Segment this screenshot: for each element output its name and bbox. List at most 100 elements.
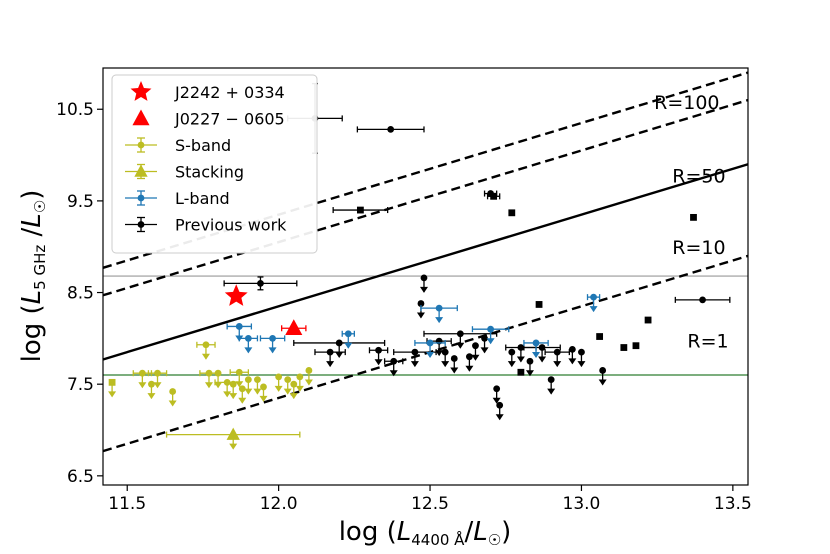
- upper-limit-arrowhead: [598, 379, 607, 386]
- data-point: [523, 344, 561, 363]
- point-marker: [493, 385, 501, 393]
- data-point: [620, 344, 628, 351]
- data-points: [108, 82, 731, 450]
- data-point: [147, 380, 156, 400]
- upper-limit-arrowhead: [244, 388, 253, 395]
- upper-limit-arrowhead: [525, 370, 534, 377]
- upper-limit-arrowhead: [547, 388, 556, 395]
- y-tick-label: 9.5: [67, 192, 94, 212]
- upper-limit-arrowhead: [441, 361, 450, 368]
- point-marker: [620, 344, 628, 351]
- point-marker: [538, 344, 546, 351]
- point-marker: [435, 304, 443, 312]
- y-axis-ticks: 6.5 7.5 8.5 9.5 10.5: [56, 100, 103, 487]
- point-marker: [148, 380, 155, 388]
- series-stacking: [165, 427, 301, 450]
- y-tick-label: 8.5: [67, 284, 94, 304]
- legend-star-icon: [130, 81, 152, 101]
- y-tick-label: 6.5: [67, 467, 94, 487]
- upper-limit-arrowhead: [419, 286, 428, 293]
- upper-limit-arrowhead: [238, 397, 247, 404]
- upper-limit-arrowhead: [259, 395, 268, 402]
- point-marker: [632, 342, 640, 350]
- data-point: [471, 325, 510, 345]
- upper-limit-arrowhead: [471, 354, 480, 361]
- upper-limit-arrowhead: [147, 393, 156, 400]
- upper-limit-arrowhead: [274, 385, 283, 392]
- point-marker: [578, 348, 585, 356]
- upper-limit-arrowhead: [538, 356, 547, 363]
- legend-circle-icon: [137, 221, 145, 228]
- data-point: [289, 380, 298, 400]
- data-point: [147, 369, 168, 389]
- point-marker: [526, 357, 534, 365]
- ratio-line: [103, 254, 748, 453]
- data-point: [295, 373, 304, 392]
- upper-limit-arrowhead: [153, 382, 162, 389]
- point-marker: [699, 296, 706, 304]
- upper-limit-arrowhead: [108, 391, 117, 398]
- upper-limit-arrowhead: [201, 353, 210, 360]
- point-marker: [411, 348, 419, 356]
- upper-limit-arrowhead: [253, 388, 262, 395]
- data-point: [423, 330, 498, 349]
- point-marker: [535, 301, 543, 308]
- ratio-label: R=1: [687, 331, 728, 353]
- data-point: [632, 342, 640, 350]
- upper-limit-arrowhead: [492, 397, 501, 404]
- data-point: [244, 376, 253, 395]
- point-marker: [517, 344, 525, 351]
- data-point: [420, 304, 458, 324]
- upper-limit-arrowhead: [480, 347, 489, 354]
- data-point: [224, 284, 248, 306]
- plot-frame: [102, 67, 749, 486]
- upper-limit-arrowhead: [507, 361, 516, 368]
- upper-limit-arrowhead: [456, 342, 465, 349]
- point-marker: [235, 368, 243, 376]
- point-marker: [487, 325, 495, 333]
- series-l-band: [226, 293, 601, 358]
- x-tick-label: 13.5: [714, 494, 752, 514]
- data-point: [108, 378, 117, 398]
- point-marker: [202, 341, 210, 349]
- data-point: [596, 333, 604, 340]
- data-point: [414, 339, 446, 358]
- data-point: [259, 383, 268, 402]
- point-marker: [223, 378, 231, 386]
- x-axis-ticks: 11.5 12.0 12.5 13.0 13.5: [108, 485, 752, 514]
- y-tick-label: 7.5: [67, 375, 94, 395]
- data-point: [368, 346, 389, 366]
- upper-limit-arrowhead: [295, 385, 304, 392]
- data-point: [690, 213, 697, 221]
- ratio-line: [103, 163, 748, 361]
- point-marker: [420, 274, 428, 282]
- data-point: [480, 334, 489, 354]
- point-marker: [532, 339, 540, 347]
- upper-limit-arrowhead: [486, 338, 495, 345]
- legend-box: [111, 74, 318, 254]
- point-marker: [553, 348, 561, 356]
- legend-item: Previous work: [125, 216, 287, 235]
- point-marker: [238, 385, 246, 393]
- upper-limit-arrowhead: [553, 361, 562, 368]
- upper-limit-arrowhead: [335, 351, 344, 358]
- point-marker: [496, 401, 504, 409]
- data-point: [535, 301, 543, 308]
- upper-limit-arrowhead: [223, 391, 232, 398]
- upper-limit-arrowhead: [450, 367, 459, 374]
- data-point: [471, 342, 480, 361]
- point-marker: [517, 368, 525, 376]
- x-tick-label: 12.5: [411, 494, 449, 514]
- data-point: [229, 368, 250, 388]
- data-point: [168, 388, 177, 407]
- upper-limit-arrowhead: [229, 393, 238, 400]
- upper-limit-arrowhead: [416, 312, 425, 319]
- legend-label: J2242 + 0334: [174, 83, 285, 102]
- upper-limit-arrowhead: [326, 361, 335, 368]
- legend-label: J0227 − 0605: [174, 110, 285, 129]
- data-point: [281, 319, 307, 336]
- data-point: [523, 339, 549, 358]
- point-marker: [214, 369, 222, 377]
- upper-limit-arrowhead: [389, 370, 398, 377]
- series-j0227-0605: [281, 319, 307, 336]
